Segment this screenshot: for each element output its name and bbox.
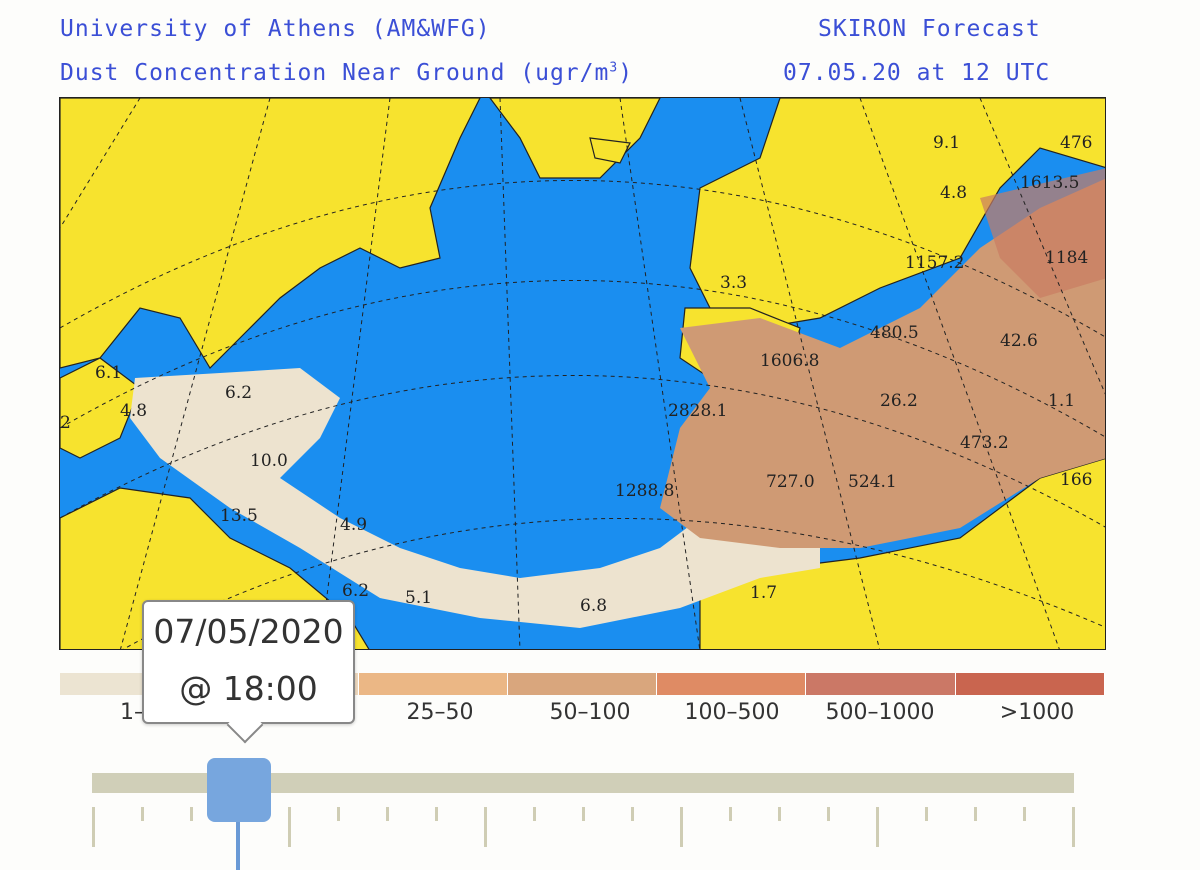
slider-tick: [680, 807, 683, 847]
dust-value-label: 1.7: [750, 583, 777, 603]
dust-value-label: 3.3: [720, 273, 747, 293]
legend-label: 1–: [120, 700, 145, 725]
dust-value-label: 4.8: [120, 401, 147, 421]
slider-tick: [533, 807, 536, 821]
legend-swatch: [507, 673, 658, 695]
unit-superscript: 3: [609, 60, 619, 76]
slider-tick: [876, 807, 879, 847]
model-title: SKIRON Forecast: [818, 16, 1041, 42]
slider-tick: [925, 807, 928, 821]
dust-value-label: 2: [60, 413, 71, 433]
dust-value-label: 5.1: [405, 588, 432, 608]
slider-tick: [729, 807, 732, 821]
legend-label: 50–100: [549, 700, 631, 725]
valid-time: 07.05.20 at 12 UTC: [783, 60, 1051, 86]
dust-value-label: 1613.5: [1020, 173, 1079, 193]
dust-value-label: 1288.8: [615, 481, 674, 501]
legend-swatch: [657, 673, 807, 695]
slider-tick: [974, 807, 977, 821]
slider-tick: [386, 807, 389, 821]
slider-tick: [288, 807, 291, 847]
variable-title: Dust Concentration Near Ground (ugr/m3): [60, 60, 633, 86]
graticule: [60, 98, 1105, 649]
time-slider-thumb[interactable]: [207, 758, 271, 822]
slider-tick: [337, 807, 340, 821]
dust-value-label: 1157.2: [905, 253, 964, 273]
slider-tick: [484, 807, 487, 847]
dust-value-label: 42.6: [1000, 331, 1038, 351]
institution-title: University of Athens (AM&WFG): [60, 16, 491, 42]
dust-value-label: 473.2: [960, 433, 1009, 453]
dust-value-label: 13.5: [220, 506, 258, 526]
dust-value-label: 4.8: [940, 183, 967, 203]
dust-sahara: [660, 178, 1105, 548]
legend-label: 100–500: [684, 700, 780, 725]
legend-label: 500–1000: [825, 700, 935, 725]
dust-value-label: 524.1: [848, 472, 897, 492]
legend-swatch: [806, 673, 956, 695]
dust-high: [980, 168, 1105, 298]
slider-tick: [1072, 807, 1075, 847]
slider-indicator-line: [236, 822, 240, 870]
dust-value-label: 26.2: [880, 391, 918, 411]
time-slider-track[interactable]: [92, 773, 1074, 793]
legend-swatch: [358, 673, 508, 695]
slider-tick: [582, 807, 585, 821]
dust-value-label: 6.1: [95, 363, 122, 383]
legend-swatch: [955, 673, 1105, 695]
dust-value-label: 6.8: [580, 596, 607, 616]
dust-value-label: 476: [1060, 133, 1092, 153]
slider-tick: [141, 807, 144, 821]
slider-tick: [1023, 807, 1026, 821]
land: [60, 98, 1105, 649]
dust-value-label: 2828.1: [668, 401, 727, 421]
dust-value-label: 6.2: [342, 581, 369, 601]
dust-value-label: 10.0: [250, 451, 288, 471]
dust-plume-atlantic: [130, 368, 820, 628]
tooltip-time: @ 18:00: [179, 669, 318, 708]
unit-close: ): [618, 60, 634, 86]
dust-value-label: 6.2: [225, 383, 252, 403]
tooltip-date: 07/05/2020: [153, 612, 344, 651]
dust-map: 9.1 476 1613.5 4.8 1157.2 1184 3.3 480.5 42.6 160…: [59, 97, 1106, 650]
dust-value-label: 1184: [1045, 248, 1088, 268]
dust-value-label: 4.9: [340, 515, 367, 535]
slider-tick: [631, 807, 634, 821]
slider-tick: [190, 807, 193, 821]
slider-tick: [435, 807, 438, 821]
slider-tick: [778, 807, 781, 821]
dust-value-label: 1606.8: [760, 351, 819, 371]
variable-text: Dust Concentration Near Ground (ugr/m: [60, 60, 610, 86]
slider-tick: [92, 807, 95, 847]
dust-value-label: 727.0: [766, 472, 815, 492]
legend-label: 25–50: [406, 700, 474, 725]
slider-tick: [827, 807, 830, 821]
dust-value-label: 9.1: [933, 133, 960, 153]
dust-value-label: 480.5: [870, 323, 919, 343]
dust-value-label: 166: [1060, 470, 1092, 490]
time-tooltip: 07/05/2020 @ 18:00: [142, 600, 355, 724]
legend-label: >1000: [999, 700, 1075, 725]
dust-value-label: 1.1: [1048, 391, 1075, 411]
